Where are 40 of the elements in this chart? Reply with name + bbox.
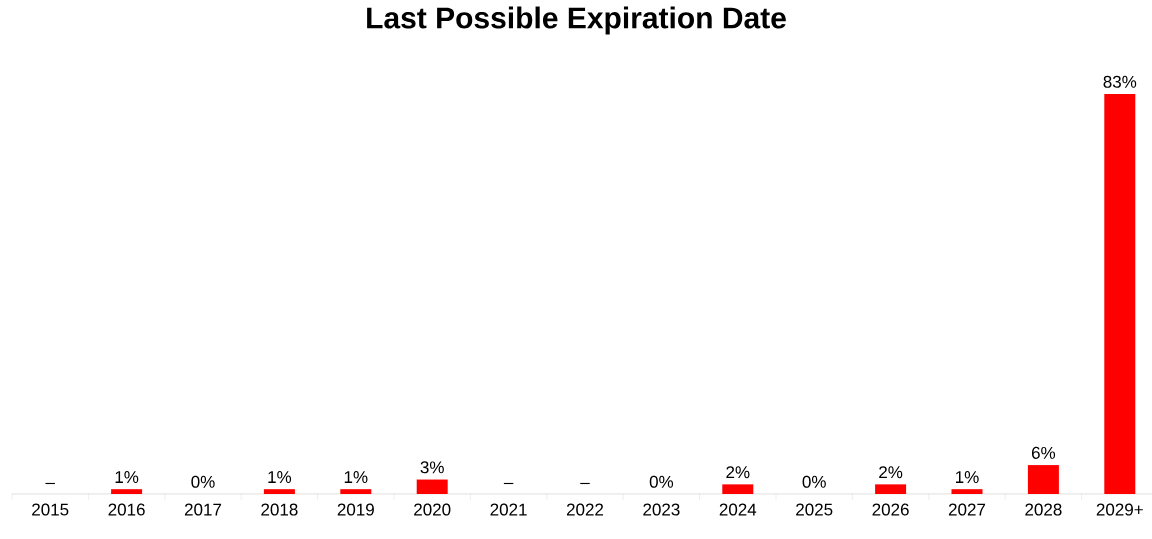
bar	[875, 484, 907, 494]
bar	[1027, 465, 1059, 494]
x-tick-label: 2021	[490, 503, 527, 516]
x-tick-label: 2016	[108, 503, 145, 516]
x-tick-label: 2026	[872, 503, 909, 516]
data-label: 1%	[115, 471, 139, 483]
text: –	[45, 482, 55, 485]
x-tick-label: 2022	[566, 503, 604, 516]
x-tick-label: 2025	[796, 503, 833, 516]
bar	[1104, 94, 1136, 494]
bar	[263, 489, 295, 494]
data-label: 1%	[344, 471, 368, 483]
data-label: 0%	[191, 475, 215, 488]
x-tick-label: 2028	[1025, 503, 1062, 516]
x-tick-label: 2029+	[1096, 503, 1143, 516]
data-label: 3%	[420, 461, 444, 474]
chart-title: Last Possible Expiration Date	[367, 6, 786, 35]
data-label: 0%	[802, 475, 826, 488]
data-label: 2%	[879, 466, 903, 479]
bar	[340, 489, 372, 494]
bar	[722, 484, 754, 494]
text: –	[503, 482, 514, 485]
x-tick-label: 2017	[184, 503, 222, 516]
data-label: 0%	[649, 475, 674, 488]
data-label: 83%	[1103, 75, 1137, 88]
x-tick-label: 2023	[643, 503, 680, 516]
data-label: 1%	[268, 471, 292, 483]
x-tick-label: 2024	[719, 503, 757, 516]
text: –	[580, 482, 590, 485]
x-tick-label: 2018	[261, 503, 298, 516]
data-label: 6%	[1031, 446, 1056, 459]
bar	[111, 489, 143, 494]
bar	[951, 489, 983, 494]
x-tick-label: 2027	[948, 503, 986, 516]
data-label: 2%	[726, 466, 750, 479]
x-tick-label: 2020	[414, 503, 451, 516]
bar	[416, 479, 448, 494]
x-tick-label: 2019	[337, 503, 374, 516]
x-tick-label: 2015	[32, 503, 69, 516]
data-label: 1%	[956, 471, 979, 483]
